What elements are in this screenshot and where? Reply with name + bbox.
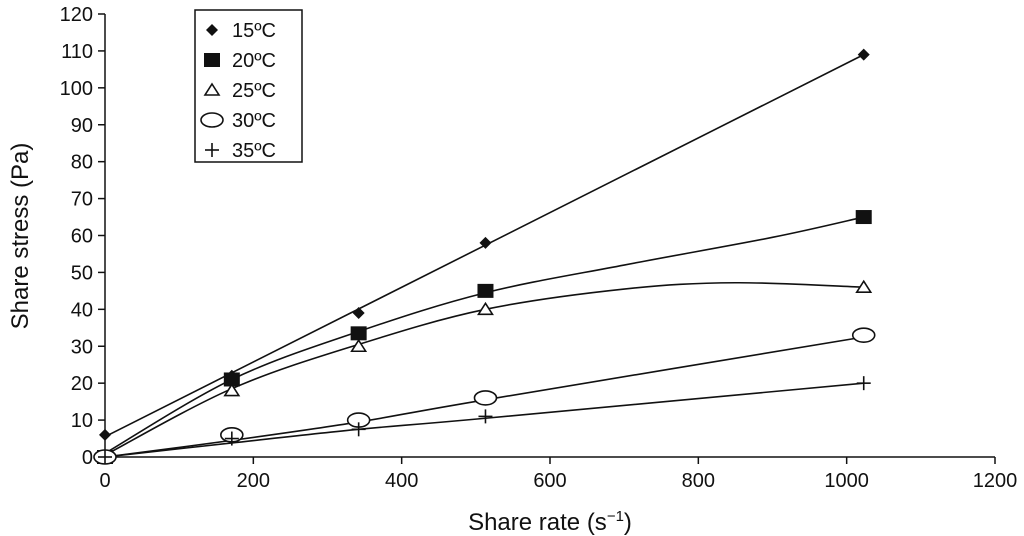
legend-label: 25ºC — [232, 80, 276, 102]
data-point-series-3 — [855, 279, 873, 293]
x-tick-label: 200 — [237, 470, 270, 492]
data-point-series-1 — [857, 48, 870, 61]
y-tick-label: 30 — [71, 336, 93, 358]
data-point-series-2 — [223, 372, 240, 387]
y-tick-label: 110 — [61, 41, 93, 63]
y-tick-label: 100 — [60, 78, 93, 100]
legend-marker-1 — [206, 24, 218, 36]
x-tick-label: 800 — [682, 470, 715, 492]
y-tick-label: 0 — [82, 447, 93, 469]
x-tick-label: 1000 — [824, 470, 869, 492]
y-tick-label: 10 — [71, 410, 93, 432]
data-point-series-3 — [350, 338, 368, 353]
legend-marker-5 — [205, 143, 219, 157]
data-point-series-1 — [479, 236, 492, 249]
data-point-series-4 — [851, 327, 876, 343]
legend-label: 35ºC — [232, 140, 276, 162]
legend: 15ºC 20ºC 25ºC 30ºC 35ºC — [194, 9, 303, 163]
data-point-series-1 — [352, 307, 365, 320]
data-point-series-3 — [477, 301, 494, 316]
legend-marker-2 — [204, 53, 220, 67]
y-tick-label: 40 — [71, 299, 93, 321]
plot-area: 0 200 400 600 800 1000 1200 0 10 20 30 40 50 60 70 80 9… — [60, 4, 1018, 492]
y-tick-label: 50 — [71, 262, 93, 284]
legend-marker-4 — [200, 112, 224, 128]
data-point-series-5 — [856, 376, 871, 391]
data-point-series-2 — [477, 283, 494, 298]
y-tick-label: 120 — [60, 4, 93, 26]
fit-line-series-5 — [104, 382, 864, 458]
data-point-series-5 — [351, 422, 366, 437]
x-tick-label: 400 — [385, 470, 418, 492]
y-tick-label: 90 — [71, 115, 93, 137]
data-point-series-5 — [478, 409, 493, 424]
x-axis-title: Share rate (s−1) — [468, 508, 632, 536]
data-point-series-2 — [350, 326, 367, 341]
markers — [93, 48, 876, 465]
y-axis-title: Share stress (Pa) — [7, 143, 34, 330]
legend-label: 30ºC — [232, 110, 276, 132]
x-tick-label: 0 — [99, 470, 110, 492]
x-tick-label: 1200 — [973, 470, 1018, 492]
y-ticks: 0 10 20 30 40 50 60 70 80 90 100 110 120 — [60, 4, 105, 469]
y-tick-label: 70 — [71, 189, 93, 211]
x-tick-label: 600 — [533, 470, 566, 492]
data-point-series-3 — [223, 383, 241, 397]
legend-marker-3 — [203, 82, 221, 96]
legend-label: 15ºC — [232, 20, 276, 42]
fit-line-series-4 — [104, 336, 864, 458]
legend-label: 20ºC — [232, 50, 276, 72]
data-point-series-2 — [855, 210, 872, 225]
x-ticks: 0 200 400 600 800 1000 1200 — [99, 457, 1017, 492]
data-point-series-5 — [224, 431, 239, 446]
data-point-series-5 — [98, 450, 112, 464]
y-tick-label: 60 — [71, 226, 93, 248]
data-point-series-1 — [99, 428, 111, 441]
y-tick-label: 20 — [71, 373, 93, 395]
data-point-series-4 — [473, 390, 498, 406]
y-tick-label: 80 — [71, 152, 93, 174]
